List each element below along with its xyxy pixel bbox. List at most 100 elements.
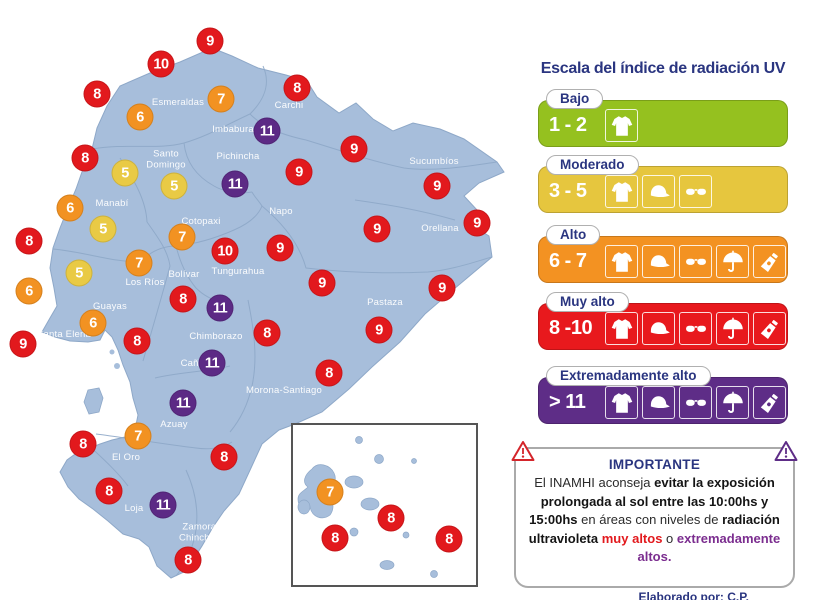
uv-index-marker: 5: [111, 159, 139, 187]
important-text-segment: El INAMHI aconseja: [534, 475, 655, 490]
uv-index-marker: 11: [169, 389, 197, 417]
warning-icon: [774, 441, 798, 461]
uv-index-marker: 7: [125, 249, 153, 277]
protection-icons: [605, 245, 786, 278]
uv-index-marker: 10: [211, 237, 239, 265]
credit-text: Elaborado por: C.P.: [638, 590, 749, 600]
uv-index-marker: 8: [71, 144, 99, 172]
umbrella-icon: [716, 312, 749, 345]
uv-index-marker: 9: [285, 158, 313, 186]
uv-index-marker: 8: [315, 359, 343, 387]
sunglasses-icon: [679, 312, 712, 345]
uv-index-marker: 9: [196, 27, 224, 55]
protection-icons: [605, 109, 638, 142]
sunglasses-icon: [679, 175, 712, 208]
uv-index-marker: 6: [15, 277, 43, 305]
uv-index-marker: 9: [9, 330, 37, 358]
uv-index-marker: 10: [147, 50, 175, 78]
sunscreen-icon: [753, 312, 786, 345]
uv-index-marker: 8: [174, 546, 202, 574]
uv-index-marker: 11: [253, 117, 281, 145]
uv-index-marker: 8: [123, 327, 151, 355]
uv-index-marker: 11: [198, 349, 226, 377]
uv-index-marker: 6: [56, 194, 84, 222]
shirt-icon: [605, 109, 638, 142]
uv-scale-label: Bajo: [546, 89, 604, 109]
uv-index-marker: 5: [89, 215, 117, 243]
uv-index-marker: 8: [283, 74, 311, 102]
protection-icons: [605, 386, 786, 419]
gulf-islet: [109, 349, 115, 355]
uv-index-marker: 7: [316, 478, 344, 506]
uv-index-marker: 9: [428, 274, 456, 302]
uv-scale-row: Bajo 1 - 2: [538, 89, 788, 147]
uv-scale-range: 8 -10: [549, 317, 593, 339]
uv-index-marker: 7: [124, 422, 152, 450]
uv-scale-label: Extremadamente alto: [546, 366, 711, 386]
important-text-segment: radiación ultravioleta: [528, 512, 780, 546]
uv-index-marker: 9: [308, 269, 336, 297]
uv-index-marker: 9: [340, 135, 368, 163]
cap-icon: [642, 386, 675, 419]
uv-index-marker: 6: [79, 309, 107, 337]
uv-index-marker: 8: [15, 227, 43, 255]
sunscreen-icon: [753, 245, 786, 278]
uv-index-marker: 8: [253, 319, 281, 347]
important-text-segment: muy altos: [601, 530, 663, 546]
important-text-segment: o: [662, 530, 677, 546]
uv-index-marker: 9: [365, 316, 393, 344]
uv-index-marker: 11: [221, 170, 249, 198]
uv-index-marker: 8: [321, 524, 349, 552]
uv-index-marker: 8: [377, 504, 405, 532]
important-text-segment: en áreas con niveles de: [577, 512, 723, 527]
uv-index-marker: 6: [126, 103, 154, 131]
important-text-segment: extremadamente altos.: [637, 530, 781, 565]
warning-icon: [511, 441, 535, 461]
sunglasses-icon: [679, 386, 712, 419]
uv-scale-range: > 11: [549, 391, 586, 413]
sunscreen-icon: [753, 386, 786, 419]
legend-title: Escala del índice de radiación UV: [540, 60, 786, 77]
uv-scale-range: 3 - 5: [549, 180, 587, 202]
protection-icons: [605, 312, 786, 345]
uv-index-marker: 8: [210, 443, 238, 471]
uv-index-marker: 8: [169, 285, 197, 313]
shirt-icon: [605, 245, 638, 278]
important-text: El INAMHI aconseja evitar la exposición …: [522, 474, 787, 567]
uv-scale-label: Alto: [546, 225, 601, 245]
uv-index-marker: 9: [423, 172, 451, 200]
important-text-segment: evitar la exposición prolongada al sol e…: [529, 475, 775, 527]
uv-scale-row: Extremadamente alto > 11: [538, 366, 788, 424]
shirt-icon: [605, 312, 638, 345]
puna-island: [83, 387, 104, 415]
uv-scale-label: Muy alto: [546, 292, 629, 312]
cap-icon: [642, 245, 675, 278]
uv-index-marker: 9: [266, 234, 294, 262]
uv-index-marker: 8: [435, 525, 463, 553]
cap-icon: [642, 175, 675, 208]
ecuador-mainland-shape: [41, 47, 505, 579]
shirt-icon: [605, 386, 638, 419]
uv-index-marker: 11: [149, 491, 177, 519]
uv-scale-row: Moderado 3 - 5: [538, 155, 788, 213]
shirt-icon: [605, 175, 638, 208]
protection-icons: [605, 175, 712, 208]
uv-scale-row: Alto 6 - 7: [538, 225, 788, 283]
gulf-islet: [114, 363, 120, 369]
uv-index-marker: 11: [206, 294, 234, 322]
uv-index-marker: 8: [95, 477, 123, 505]
uv-scale-label: Moderado: [546, 155, 639, 175]
important-notice: IMPORTANTE El INAMHI aconseja evitar la …: [511, 441, 798, 588]
important-title: IMPORTANTE: [608, 457, 701, 472]
sunglasses-icon: [679, 245, 712, 278]
umbrella-icon: [716, 245, 749, 278]
uv-index-marker: 9: [463, 209, 491, 237]
uv-scale-range: 1 - 2: [549, 114, 587, 136]
uv-index-marker: 8: [69, 430, 97, 458]
uv-scale-range: 6 - 7: [549, 250, 587, 272]
uv-index-marker: 5: [160, 172, 188, 200]
uv-index-marker: 7: [207, 85, 235, 113]
umbrella-icon: [716, 386, 749, 419]
cap-icon: [642, 312, 675, 345]
